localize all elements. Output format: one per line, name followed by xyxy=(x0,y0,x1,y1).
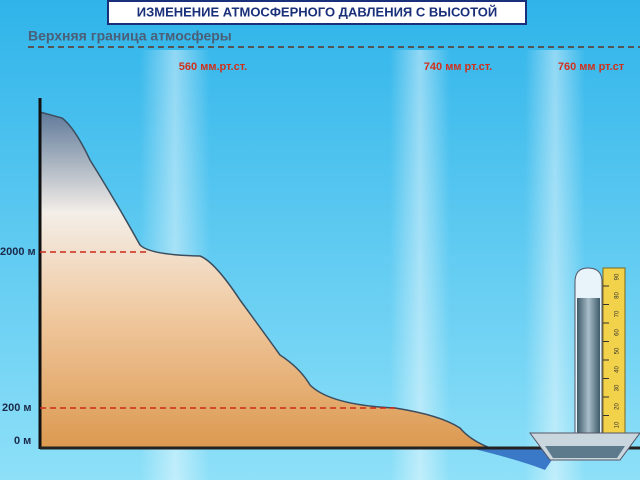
scale-label: 10 xyxy=(615,421,621,428)
basin-mercury xyxy=(545,446,625,458)
altitude-label: 2000 м xyxy=(0,246,36,258)
water xyxy=(470,448,560,470)
mercury-column xyxy=(577,298,600,435)
mountain xyxy=(39,111,491,449)
pressure-label: 560 мм.рт.ст. xyxy=(179,61,247,73)
scale-labels: 10 20 30 40 50 60 70 80 90 xyxy=(603,273,621,435)
scale-label: 80 xyxy=(615,292,621,299)
scale-label: 90 xyxy=(615,273,621,280)
pressure-label: 760 мм рт.ст xyxy=(558,61,625,73)
scale-label: 70 xyxy=(615,310,621,317)
title: ИЗМЕНЕНИЕ АТМОСФЕРНОГО ДАВЛЕНИЯ С ВЫСОТО… xyxy=(137,4,498,19)
scale-label: 60 xyxy=(615,329,621,336)
pressure-label: 740 мм рт.ст. xyxy=(424,61,492,73)
title-box xyxy=(107,0,527,25)
scale-label: 40 xyxy=(615,366,621,373)
altitude-label: 200 м xyxy=(2,402,32,414)
upper-boundary-label: Верхняя граница атмосферы xyxy=(28,28,232,44)
scale-label: 50 xyxy=(615,347,621,354)
altitude-label: 0 м xyxy=(14,435,31,447)
scale-label: 30 xyxy=(615,384,621,391)
scale-label: 20 xyxy=(615,403,621,410)
